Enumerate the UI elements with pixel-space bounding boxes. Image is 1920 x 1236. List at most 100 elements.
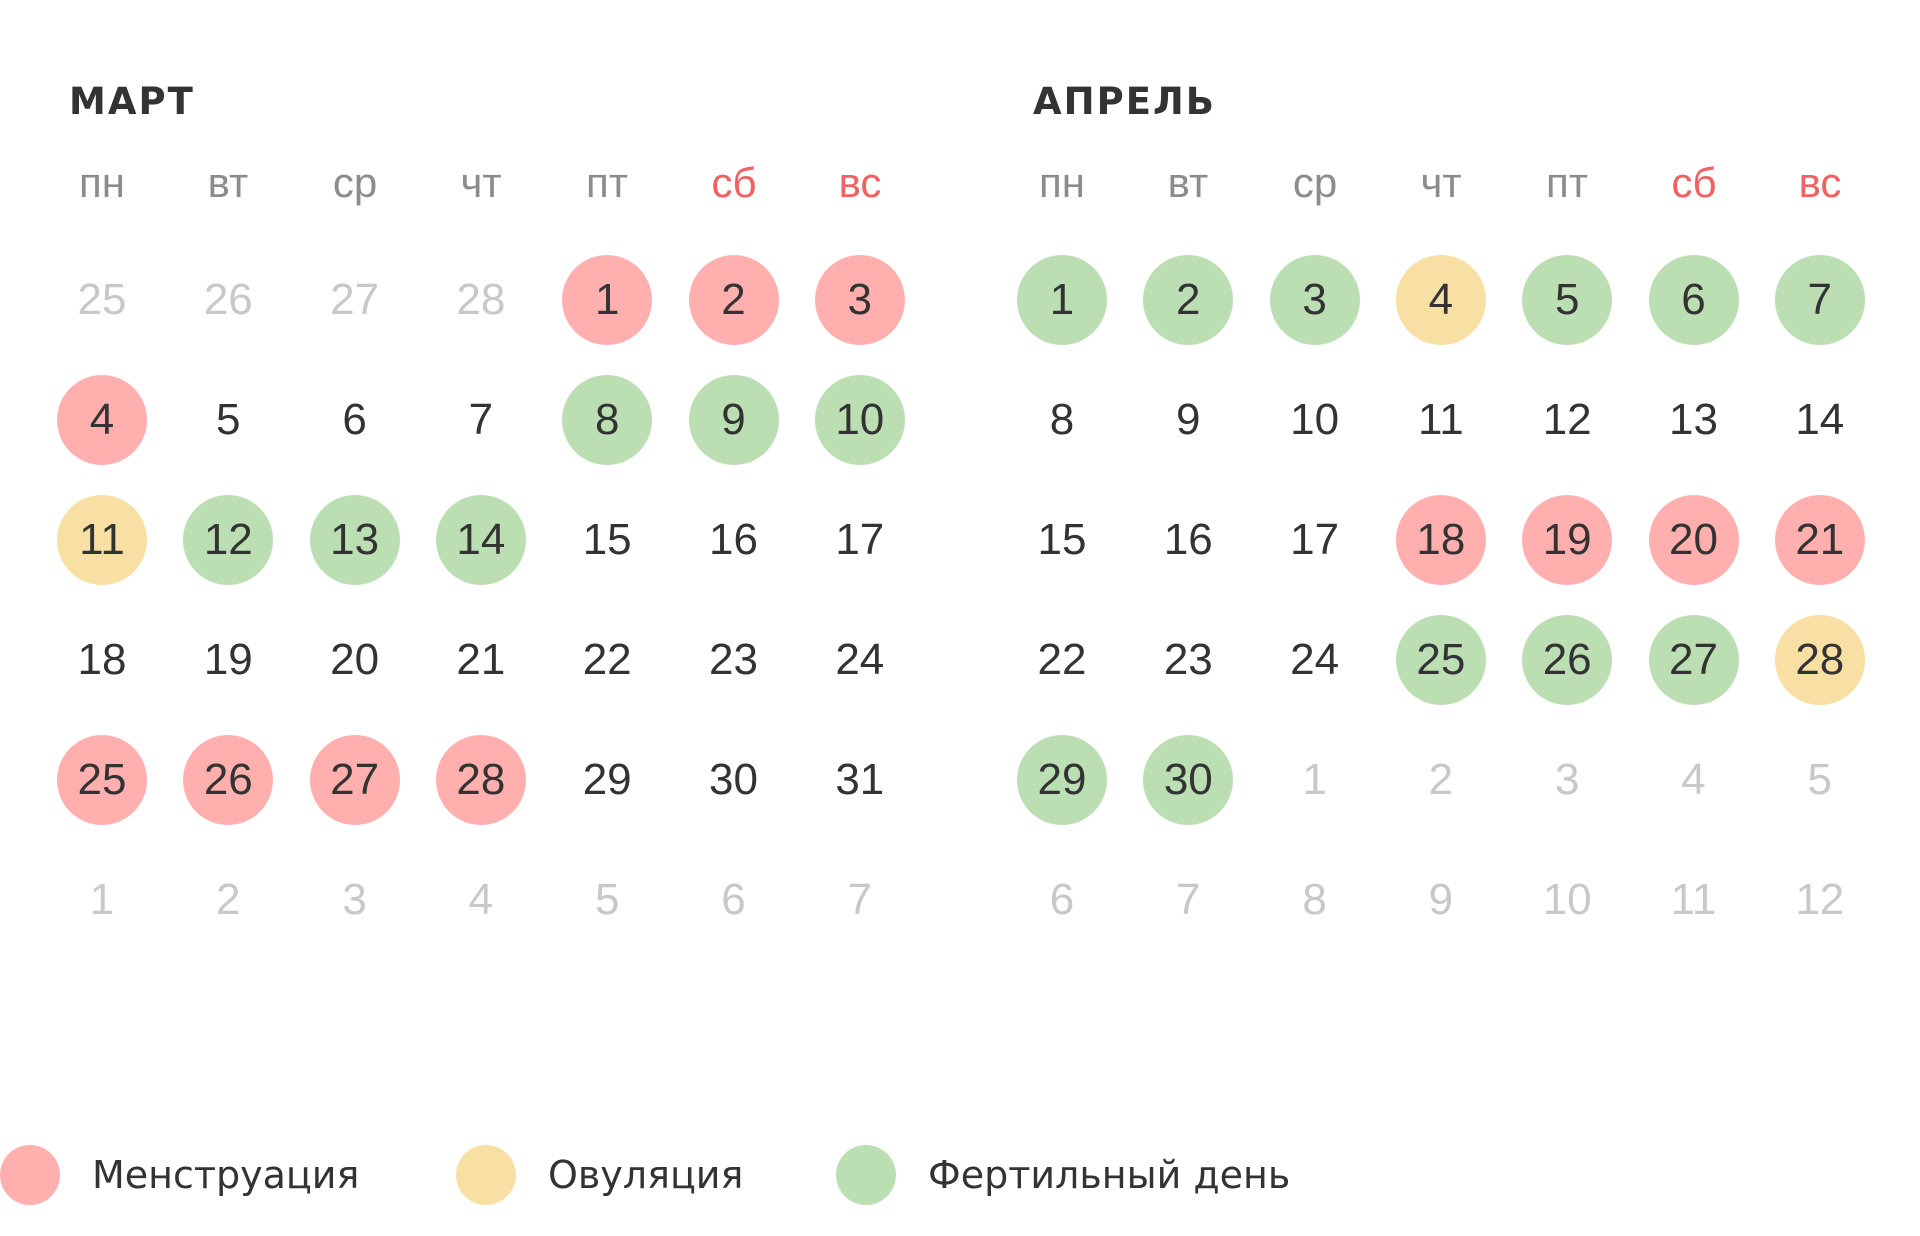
day-cell[interactable]: 20 bbox=[330, 635, 380, 684]
weekday-sun: вс bbox=[1798, 159, 1842, 206]
day-cell-menstruation[interactable]: 28 bbox=[435, 735, 526, 825]
day-cell-menstruation[interactable]: 27 bbox=[309, 735, 400, 825]
day-cell-fertile[interactable]: 6 bbox=[1648, 255, 1739, 345]
day-cell[interactable]: 23 bbox=[709, 635, 758, 684]
day-cell[interactable]: 6 bbox=[342, 395, 367, 444]
day-cell-menstruation[interactable]: 25 bbox=[57, 735, 147, 825]
day-cell[interactable]: 19 bbox=[203, 635, 253, 684]
day-cell-adjacent-month[interactable]: 5 bbox=[594, 875, 620, 924]
day-cell-adjacent-month[interactable]: 1 bbox=[89, 875, 115, 924]
day-cell[interactable]: 22 bbox=[582, 635, 632, 684]
day-cell-menstruation[interactable]: 21 bbox=[1774, 495, 1865, 585]
day-cell-ovulation[interactable]: 28 bbox=[1774, 615, 1865, 705]
day-cell-adjacent-month[interactable]: 4 bbox=[468, 875, 494, 924]
day-cell-adjacent-month[interactable]: 26 bbox=[203, 275, 253, 324]
day-cell-adjacent-month[interactable]: 3 bbox=[342, 875, 367, 924]
fertile-swatch-icon bbox=[836, 1145, 896, 1205]
day-cell-adjacent-month[interactable]: 28 bbox=[456, 275, 506, 324]
day-cell-adjacent-month[interactable]: 10 bbox=[1542, 875, 1592, 924]
day-cell[interactable]: 29 bbox=[582, 755, 632, 804]
day-cell-adjacent-month[interactable]: 12 bbox=[1795, 875, 1845, 924]
day-cell-adjacent-month[interactable]: 27 bbox=[330, 275, 380, 324]
day-cell-adjacent-month[interactable]: 5 bbox=[1807, 755, 1833, 804]
menstruation-swatch-icon bbox=[0, 1145, 60, 1205]
day-cell-adjacent-month[interactable]: 1 bbox=[1302, 755, 1327, 804]
day-cell[interactable]: 21 bbox=[456, 635, 506, 684]
day-cell-adjacent-month[interactable]: 8 bbox=[1302, 875, 1327, 924]
legend-item-fertile: Фертильный день bbox=[836, 1145, 1290, 1205]
day-cell-adjacent-month[interactable]: 25 bbox=[77, 275, 127, 324]
day-cell-fertile[interactable]: 9 bbox=[688, 375, 779, 465]
day-cell[interactable]: 31 bbox=[835, 755, 885, 804]
day-cell-menstruation[interactable]: 1 bbox=[562, 255, 653, 345]
day-cell-menstruation[interactable]: 20 bbox=[1648, 495, 1739, 585]
day-cell-menstruation[interactable]: 26 bbox=[183, 735, 274, 825]
weekday-mon: пн bbox=[79, 159, 125, 206]
day-cell-fertile[interactable]: 14 bbox=[435, 495, 526, 585]
day-cell[interactable]: 8 bbox=[1049, 395, 1075, 444]
day-cell[interactable]: 14 bbox=[1795, 395, 1845, 444]
day-cell-adjacent-month[interactable]: 4 bbox=[1681, 755, 1706, 804]
day-cell-menstruation[interactable]: 3 bbox=[814, 255, 905, 345]
day-cell-menstruation[interactable]: 18 bbox=[1395, 495, 1486, 585]
day-cell-fertile[interactable]: 3 bbox=[1269, 255, 1360, 345]
day-cell-fertile[interactable]: 26 bbox=[1522, 615, 1613, 705]
day-cell[interactable]: 10 bbox=[1290, 395, 1340, 444]
weekday-fri: пт bbox=[1546, 159, 1588, 206]
day-cell-fertile[interactable]: 1 bbox=[1017, 255, 1107, 345]
day-cell[interactable]: 22 bbox=[1037, 635, 1087, 684]
day-cell-adjacent-month[interactable]: 3 bbox=[1554, 755, 1580, 804]
day-cell-menstruation[interactable]: 2 bbox=[688, 255, 779, 345]
day-cell-fertile[interactable]: 10 bbox=[814, 375, 905, 465]
day-cell-fertile[interactable]: 25 bbox=[1395, 615, 1486, 705]
day-cell[interactable]: 23 bbox=[1163, 635, 1213, 684]
day-cell[interactable]: 5 bbox=[216, 395, 241, 444]
day-cell[interactable]: 13 bbox=[1669, 395, 1718, 444]
day-cell[interactable]: 15 bbox=[1037, 515, 1087, 564]
day-cell[interactable]: 17 bbox=[1290, 515, 1340, 564]
day-cell-ovulation[interactable]: 11 bbox=[57, 495, 147, 585]
day-cell-fertile[interactable]: 13 bbox=[309, 495, 400, 585]
legend-item-ovulation: Овуляция bbox=[456, 1145, 743, 1205]
weekday-sat: сб bbox=[1671, 159, 1717, 206]
day-cell[interactable]: 15 bbox=[582, 515, 632, 564]
month-title: АПРЕЛЬ bbox=[1033, 80, 1216, 123]
weekday-tue: вт bbox=[1167, 159, 1209, 206]
day-cell[interactable]: 11 bbox=[1418, 395, 1464, 444]
day-cell-adjacent-month[interactable]: 7 bbox=[1176, 875, 1201, 924]
day-cell-adjacent-month[interactable]: 7 bbox=[847, 875, 873, 924]
day-cell-fertile[interactable]: 2 bbox=[1143, 255, 1234, 345]
day-cell-adjacent-month[interactable]: 6 bbox=[1049, 875, 1075, 924]
day-cell-fertile[interactable]: 12 bbox=[183, 495, 274, 585]
day-cell-fertile[interactable]: 8 bbox=[562, 375, 653, 465]
day-cell-ovulation[interactable]: 4 bbox=[1395, 255, 1486, 345]
day-cell-fertile[interactable]: 30 bbox=[1143, 735, 1234, 825]
day-cell-adjacent-month[interactable]: 9 bbox=[1428, 875, 1454, 924]
day-cell[interactable]: 16 bbox=[709, 515, 758, 564]
day-cell-fertile[interactable]: 27 bbox=[1648, 615, 1739, 705]
day-cell-adjacent-month[interactable]: 2 bbox=[1428, 755, 1454, 804]
day-cell-fertile[interactable]: 7 bbox=[1774, 255, 1865, 345]
day-cell-adjacent-month[interactable]: 2 bbox=[216, 875, 241, 924]
day-cell-fertile[interactable]: 29 bbox=[1017, 735, 1107, 825]
day-cell[interactable]: 30 bbox=[709, 755, 758, 804]
weekday-fri: пт bbox=[586, 159, 628, 206]
day-cell-fertile[interactable]: 5 bbox=[1522, 255, 1613, 345]
ovulation-swatch-icon bbox=[456, 1145, 516, 1205]
day-cell-adjacent-month[interactable]: 6 bbox=[721, 875, 746, 924]
day-cell-adjacent-month[interactable]: 11 bbox=[1670, 875, 1717, 924]
day-cell[interactable]: 7 bbox=[468, 395, 494, 444]
day-cell[interactable]: 24 bbox=[1290, 635, 1340, 684]
day-cell[interactable]: 17 bbox=[835, 515, 885, 564]
day-cell-menstruation[interactable]: 4 bbox=[57, 375, 147, 465]
day-cell[interactable]: 12 bbox=[1542, 395, 1592, 444]
month-title: МАРТ bbox=[69, 80, 195, 123]
day-cell[interactable]: 16 bbox=[1163, 515, 1213, 564]
day-cell-menstruation[interactable]: 19 bbox=[1522, 495, 1613, 585]
day-cell[interactable]: 24 bbox=[835, 635, 885, 684]
day-cell[interactable]: 9 bbox=[1176, 395, 1201, 444]
legend-label: Менструация bbox=[92, 1153, 360, 1197]
weekday-wed: ср bbox=[1292, 159, 1338, 206]
weekday-thu: чт bbox=[1420, 159, 1462, 206]
day-cell[interactable]: 18 bbox=[77, 635, 127, 684]
